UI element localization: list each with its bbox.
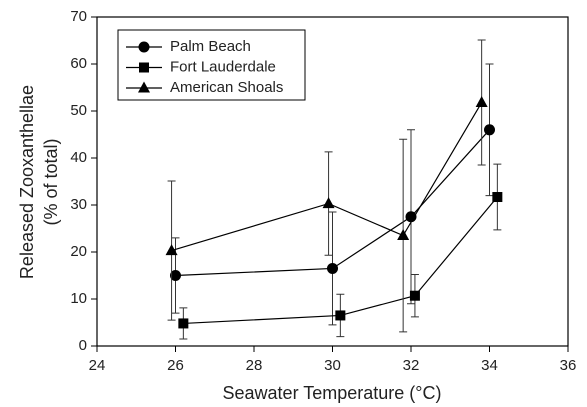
legend-label: American Shoals	[170, 79, 283, 96]
marker	[397, 229, 410, 241]
y-tick-label: 40	[70, 149, 87, 166]
legend-marker	[138, 41, 150, 53]
marker	[170, 270, 181, 281]
y-tick-label: 70	[70, 8, 87, 25]
marker	[405, 211, 417, 223]
y-tick-label: 20	[70, 243, 87, 260]
marker	[484, 124, 495, 136]
marker	[335, 310, 346, 321]
y-tick-label: 0	[79, 337, 87, 354]
marker	[165, 244, 178, 256]
x-tick-label: 36	[560, 357, 577, 374]
marker	[327, 262, 338, 274]
x-tick-label: 26	[167, 357, 184, 374]
x-tick-label: 24	[89, 357, 106, 374]
y-axis-label: Released Zooxanthellae	[17, 85, 37, 279]
y-tick-label: 60	[70, 55, 87, 72]
x-tick-label: 28	[246, 357, 263, 374]
series-line	[175, 129, 490, 277]
y-tick-label: 10	[70, 290, 87, 307]
y-axis-label: (% of total)	[41, 138, 61, 225]
legend-label: Palm Beach	[170, 38, 251, 55]
series-line	[171, 102, 483, 252]
legend-marker	[138, 81, 150, 93]
x-tick-label: 32	[403, 357, 420, 374]
x-tick-label: 34	[481, 357, 498, 374]
marker	[409, 290, 420, 301]
marker	[178, 318, 189, 329]
marker	[322, 197, 335, 209]
legend-marker	[139, 62, 149, 73]
legend-label: Fort Lauderdale	[170, 58, 276, 75]
x-axis-label: Seawater Temperature (°C)	[223, 383, 442, 403]
series-line	[183, 196, 498, 325]
y-tick-label: 30	[70, 196, 87, 213]
marker	[475, 96, 488, 108]
y-tick-label: 50	[70, 102, 87, 119]
marker	[492, 192, 503, 203]
x-tick-label: 30	[324, 357, 341, 374]
